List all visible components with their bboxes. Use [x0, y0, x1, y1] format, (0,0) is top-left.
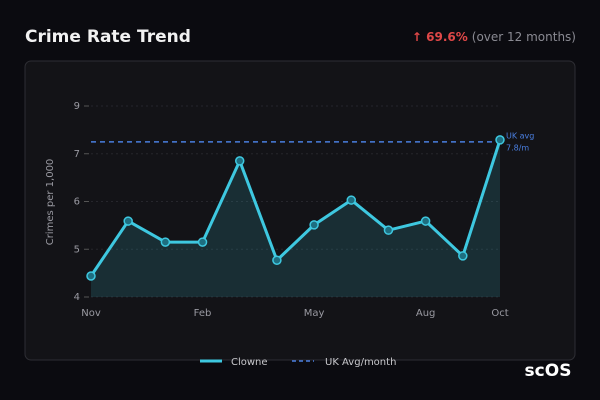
point	[346, 195, 357, 205]
legend-label: Clowne	[231, 357, 268, 368]
point	[160, 237, 171, 247]
x-tick-label: May	[304, 308, 325, 319]
reference-label: 7.8/m	[506, 143, 529, 152]
y-tick-label: 7	[74, 149, 80, 160]
point	[495, 135, 505, 145]
area	[91, 139, 500, 297]
x-tick-label: Nov	[81, 308, 101, 319]
logo: scOS	[525, 361, 572, 381]
x-tick-label: Feb	[194, 308, 212, 319]
point	[420, 216, 431, 226]
point	[272, 255, 282, 265]
change-value: ↑ 69.6%	[412, 30, 468, 44]
reference-label: UK avg	[506, 131, 534, 140]
point	[458, 251, 468, 261]
line	[89, 139, 502, 277]
point	[309, 220, 319, 230]
change-note: (over 12 months)	[472, 30, 576, 44]
point	[234, 156, 245, 166]
change-summary: ↑ 69.6% (over 12 months)	[412, 30, 576, 44]
y-tick-label: 9	[74, 101, 80, 112]
chart-title: Crime Rate Trend	[25, 27, 191, 47]
card	[24, 60, 576, 361]
point	[383, 225, 394, 235]
y-tick-label: 4	[74, 292, 80, 303]
y-tick-label: 6	[74, 197, 80, 208]
y-axis-label: Crimes per 1,000	[45, 159, 56, 246]
y-tick-label: 5	[74, 244, 80, 255]
point	[123, 216, 133, 226]
point	[86, 271, 96, 281]
x-tick-label: Aug	[416, 308, 436, 319]
x-tick-label: Oct	[491, 308, 508, 319]
legend-label: UK Avg/month	[325, 357, 396, 368]
point	[197, 237, 208, 247]
